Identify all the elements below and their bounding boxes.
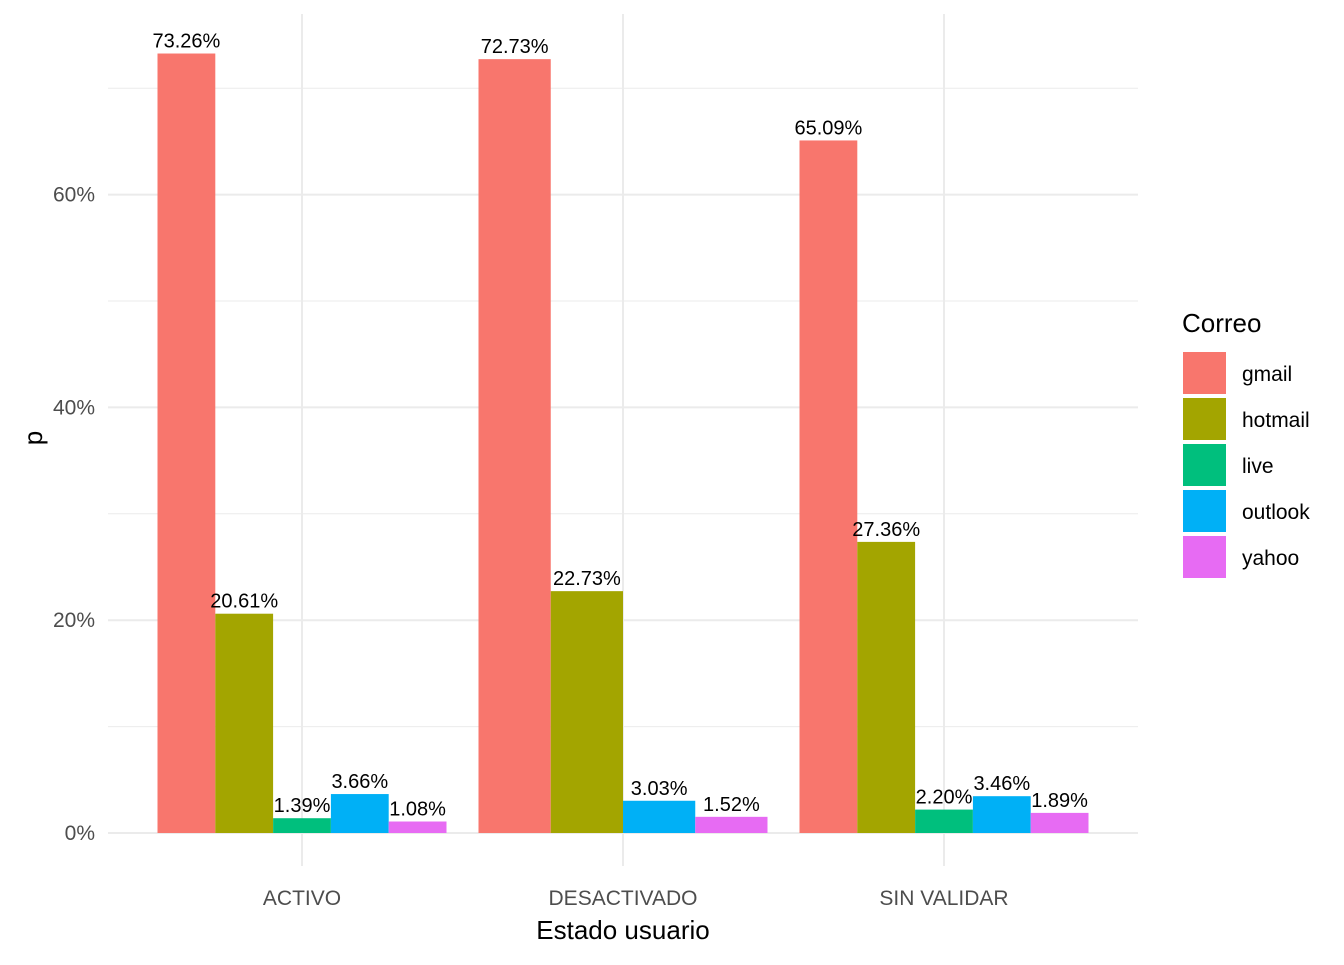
x-axis-title: Estado usuario bbox=[536, 915, 709, 945]
data-label: 1.52% bbox=[703, 794, 760, 816]
bar-live bbox=[915, 809, 973, 833]
bar-gmail bbox=[157, 53, 216, 833]
data-label: 73.26% bbox=[152, 31, 220, 53]
legend-label-outlook: outlook bbox=[1242, 501, 1310, 524]
bar-hotmail bbox=[550, 591, 623, 833]
bar-outlook bbox=[623, 800, 696, 833]
y-axis-title: p bbox=[18, 431, 48, 445]
y-tick-label: 60% bbox=[53, 184, 95, 207]
bar-outlook bbox=[972, 796, 1031, 833]
data-label: 65.09% bbox=[794, 117, 862, 139]
legend-key-hotmail bbox=[1183, 398, 1226, 440]
legend-key-yahoo bbox=[1183, 536, 1226, 578]
legend-label-hotmail: hotmail bbox=[1242, 409, 1310, 432]
bar-live bbox=[273, 818, 331, 833]
bar-yahoo bbox=[695, 816, 768, 833]
y-tick-label: 40% bbox=[53, 396, 95, 419]
legend-label-live: live bbox=[1242, 455, 1274, 478]
bar-gmail bbox=[799, 140, 858, 834]
legend-key-live bbox=[1183, 444, 1226, 486]
data-label: 22.73% bbox=[553, 568, 621, 590]
y-tick-label: 20% bbox=[53, 609, 95, 632]
data-label: 1.39% bbox=[274, 795, 331, 817]
bar-gmail bbox=[478, 59, 551, 833]
x-tick-label: DESACTIVADO bbox=[549, 887, 698, 910]
bar-yahoo bbox=[1030, 812, 1089, 833]
x-tick-label: SIN VALIDAR bbox=[879, 887, 1008, 910]
data-label: 3.46% bbox=[973, 773, 1030, 795]
data-label: 2.20% bbox=[916, 787, 973, 809]
bar-hotmail bbox=[215, 613, 274, 833]
legend-key-gmail bbox=[1183, 352, 1226, 394]
x-tick-label: ACTIVO bbox=[263, 887, 341, 910]
data-label: 27.36% bbox=[852, 519, 920, 541]
legend-key-outlook bbox=[1183, 490, 1226, 532]
legend-label-gmail: gmail bbox=[1242, 363, 1292, 386]
data-label: 20.61% bbox=[210, 591, 278, 613]
data-label: 1.89% bbox=[1031, 790, 1088, 812]
data-label: 3.03% bbox=[631, 778, 688, 800]
bar-outlook bbox=[330, 794, 389, 833]
bar-yahoo bbox=[388, 821, 447, 833]
data-label: 72.73% bbox=[481, 36, 549, 58]
data-label: 3.66% bbox=[331, 771, 388, 793]
bar-hotmail bbox=[857, 541, 916, 833]
y-tick-label: 0% bbox=[65, 822, 95, 845]
data-label: 1.08% bbox=[389, 799, 446, 821]
legend-title: Correo bbox=[1182, 308, 1261, 338]
legend-label-yahoo: yahoo bbox=[1242, 547, 1299, 570]
